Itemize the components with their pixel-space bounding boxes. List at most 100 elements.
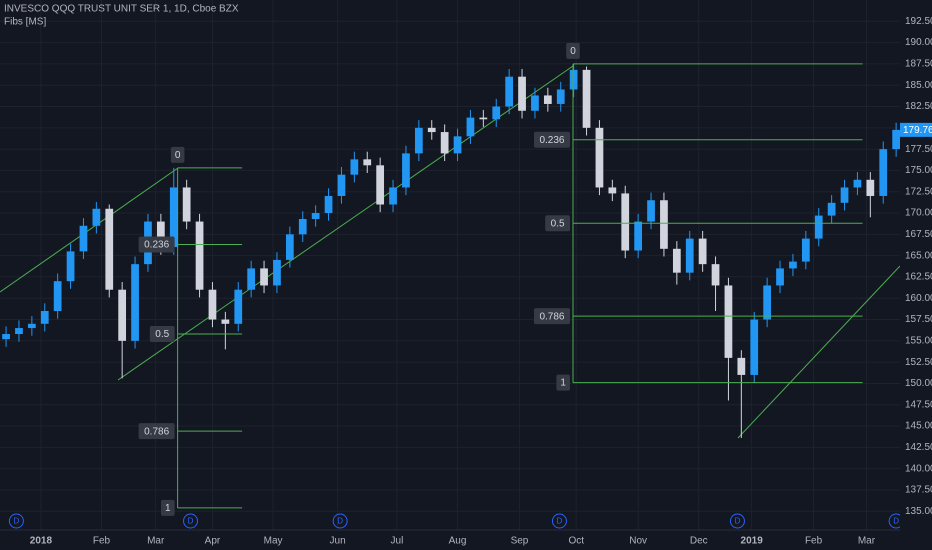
candle-body (79, 225, 88, 252)
candle-body (311, 213, 320, 219)
candle-body (15, 328, 23, 335)
candle-body (608, 187, 617, 194)
fib-label-box (170, 146, 185, 163)
candle-body (647, 200, 655, 222)
y-tick-label: 182.50 (905, 101, 932, 112)
y-tick-label: 137.50 (905, 485, 932, 496)
candle-body (40, 311, 49, 324)
candle-body (750, 319, 759, 375)
candle-body (2, 334, 10, 340)
fib-label: 1 (165, 503, 171, 514)
fib-label-box (533, 308, 570, 325)
dividend-marker (551, 513, 567, 529)
fib-label: 0 (570, 46, 576, 57)
fib-label-box (161, 499, 175, 516)
candle-body (866, 179, 875, 196)
candle-body (466, 117, 475, 137)
candle-body (389, 187, 397, 205)
candle-body (182, 187, 191, 222)
x-tick-label: Jul (391, 536, 404, 547)
fib-label: 0.5 (551, 218, 565, 229)
x-tick-label: Sep (511, 536, 529, 547)
dividend-label: D (13, 517, 19, 526)
candle-body (195, 221, 204, 290)
candle-body (634, 221, 643, 251)
candle-body (543, 95, 552, 104)
overlay: 0 0.236 0.5 0.786 1 0 0.236 0.5 0.786 1 D D D D D D (8, 42, 904, 529)
candle-body (131, 264, 139, 341)
candle-body (827, 202, 836, 216)
candle-body (247, 268, 256, 290)
price-axis (900, 0, 932, 550)
candle-body (711, 264, 720, 286)
candle-body (324, 195, 333, 214)
fib-label-box (138, 423, 175, 440)
candle-body (853, 179, 862, 188)
candle-body (350, 159, 359, 175)
y-tick-label: 177.50 (905, 144, 932, 155)
candle-body (556, 89, 565, 104)
dividend-label: D (893, 517, 899, 526)
dividend-marker (183, 513, 199, 529)
candle-body (518, 76, 526, 111)
fib-label-box (533, 131, 570, 148)
y-tick-label: 185.00 (905, 80, 932, 91)
x-tick-label: Feb (93, 536, 111, 547)
x-tick-label: May (264, 536, 283, 547)
trend-line (737, 265, 901, 439)
y-tick-label: 172.50 (905, 186, 932, 197)
y-tick-label: 135.00 (905, 506, 932, 517)
fib-label: 0.786 (539, 311, 564, 322)
candle-body (582, 69, 591, 128)
fib-label-box (138, 236, 175, 253)
candle-body (363, 159, 372, 166)
candle-body (492, 106, 501, 120)
y-tick-label: 157.50 (905, 314, 932, 325)
candle-body (402, 153, 410, 188)
x-tick-label: 2019 (741, 536, 764, 547)
fib-label: 0.5 (155, 329, 169, 340)
x-tick-label: Jun (330, 536, 346, 547)
candle-body (92, 208, 101, 226)
fib-label: 0.786 (144, 426, 169, 437)
candle-body (273, 259, 281, 286)
chart-subtitle: Fibs [MS] (4, 17, 46, 28)
last-price-label: 179.76 (903, 125, 932, 136)
y-tick-label: 167.50 (905, 229, 932, 240)
candle-body (789, 261, 797, 269)
candle-body (569, 69, 578, 90)
dividend-label: D (735, 517, 741, 526)
candle-body (66, 251, 75, 282)
candle-body (685, 238, 694, 273)
x-tick-label: Apr (205, 536, 221, 547)
candle-body (156, 221, 165, 248)
trend-line (0, 167, 179, 293)
fib-label-box (566, 42, 580, 59)
x-tick-label: Aug (449, 536, 467, 547)
candle-body (660, 200, 668, 249)
y-tick-label: 147.50 (905, 399, 932, 410)
candle-body (814, 215, 823, 239)
candle-body (840, 187, 849, 203)
candle-body (337, 174, 346, 196)
dividend-label: D (337, 517, 343, 526)
fib-label: 0.236 (539, 135, 564, 146)
candle-body (105, 208, 114, 290)
y-tick-label: 187.50 (905, 59, 932, 70)
x-tick-label: Mar (147, 536, 165, 547)
candle-body (595, 127, 604, 188)
candle-body (621, 193, 630, 251)
axes: 135.00 137.50 140.00 142.50 145.00 147.50 150.… (30, 16, 932, 547)
y-tick-label: 192.50 (905, 16, 932, 27)
candle-body (27, 323, 36, 329)
y-tick-label: 150.00 (905, 378, 932, 389)
candle-body (427, 127, 436, 133)
candle-body (234, 289, 243, 324)
y-tick-label: 140.00 (905, 463, 932, 474)
candle-body (118, 289, 127, 341)
dividend-label: D (557, 517, 563, 526)
y-tick-label: 142.50 (905, 442, 932, 453)
y-tick-label: 175.00 (905, 165, 932, 176)
